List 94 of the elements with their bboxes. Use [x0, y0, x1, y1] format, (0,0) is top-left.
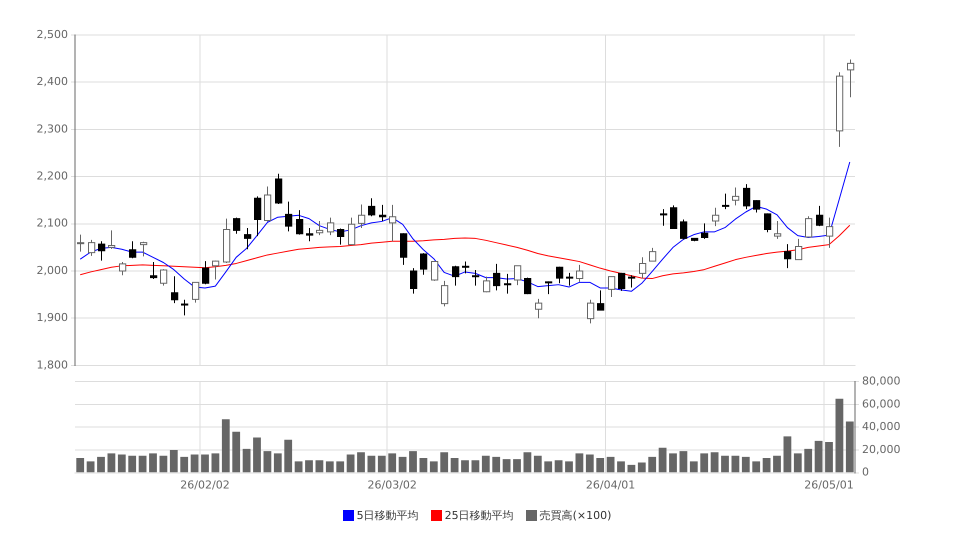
y-tick-label: 2,200 [36, 169, 68, 182]
bar [274, 453, 282, 472]
bar [336, 461, 344, 472]
y2-tick-label: 20,000 [862, 442, 900, 456]
bar [128, 456, 136, 472]
bar [596, 458, 604, 472]
bar [368, 456, 376, 472]
bar [534, 456, 542, 472]
bar [86, 461, 94, 472]
y-tick-label: 1,800 [36, 358, 68, 372]
bar [804, 448, 812, 472]
bar [502, 459, 510, 472]
bar [326, 461, 334, 472]
bar [138, 456, 146, 472]
bar [732, 456, 740, 472]
bar [430, 461, 438, 472]
y-tick-label: 1,900 [36, 311, 68, 324]
bar [554, 460, 562, 472]
bar [825, 442, 833, 472]
bar [576, 453, 584, 472]
bar [294, 461, 302, 472]
bar [409, 451, 417, 472]
bar [76, 458, 84, 472]
bar [170, 450, 178, 472]
legend-label: 5日移動平均 [356, 508, 419, 523]
bar [253, 437, 261, 472]
bar [305, 460, 313, 472]
bar [357, 452, 365, 472]
bar [242, 448, 250, 472]
bar [440, 452, 448, 472]
y-tick-label: 2,300 [36, 122, 68, 136]
bar [586, 454, 594, 472]
bar [752, 461, 760, 472]
bar [180, 456, 188, 472]
y2-tick-label: 60,000 [862, 397, 900, 410]
bar [710, 452, 718, 472]
x-tick-label: 26/04/01 [586, 478, 636, 492]
bar [814, 440, 822, 472]
x-tick-label: 26/05/01 [804, 478, 854, 492]
bar [346, 454, 354, 472]
y2-tick-label: 80,000 [862, 374, 900, 388]
bar [648, 456, 656, 472]
y-tick-label: 2,400 [36, 75, 68, 88]
bar [513, 459, 521, 472]
bar [690, 461, 698, 472]
bar [118, 454, 126, 472]
bar [544, 461, 552, 472]
bar [794, 453, 802, 472]
bar [492, 456, 500, 472]
bar [461, 460, 469, 472]
bar [212, 453, 220, 472]
bar [680, 451, 688, 472]
bar [565, 461, 573, 472]
legend-label: 25日移動平均 [444, 508, 514, 523]
x-tick-label: 26/02/02 [180, 478, 230, 492]
bar [658, 448, 666, 472]
bar [160, 456, 168, 472]
y-tick-label: 2,500 [36, 28, 68, 41]
y2-tick-label: 0 [862, 466, 869, 479]
bar [149, 453, 157, 472]
y2-tick-label: 40,000 [862, 420, 900, 434]
bar [836, 398, 844, 472]
legend-label: 売買高(×100) [540, 508, 612, 523]
bar [669, 453, 677, 472]
bar [482, 456, 490, 472]
bar [316, 460, 324, 472]
bar [450, 458, 458, 472]
bar [721, 456, 729, 472]
bar [190, 454, 198, 472]
bar [700, 453, 708, 472]
bar [264, 451, 272, 472]
bar [284, 440, 292, 472]
bar [524, 452, 532, 472]
bar [638, 462, 646, 472]
bar [378, 456, 386, 472]
x-tick-label: 26/03/02 [367, 478, 417, 492]
bar [784, 436, 792, 472]
bar [222, 419, 230, 472]
bar [97, 456, 105, 472]
bar [420, 458, 428, 472]
bar [606, 456, 614, 472]
bar [762, 458, 770, 472]
bar [628, 464, 636, 472]
bar [201, 454, 209, 472]
bar [773, 456, 781, 472]
bar [398, 456, 406, 472]
bar [742, 456, 750, 472]
bar [617, 461, 625, 472]
y-tick-label: 2,000 [36, 264, 68, 277]
bar [472, 460, 480, 472]
bar [232, 432, 240, 472]
y-tick-label: 2,100 [36, 216, 68, 230]
bar [388, 453, 396, 472]
bar [108, 453, 116, 472]
